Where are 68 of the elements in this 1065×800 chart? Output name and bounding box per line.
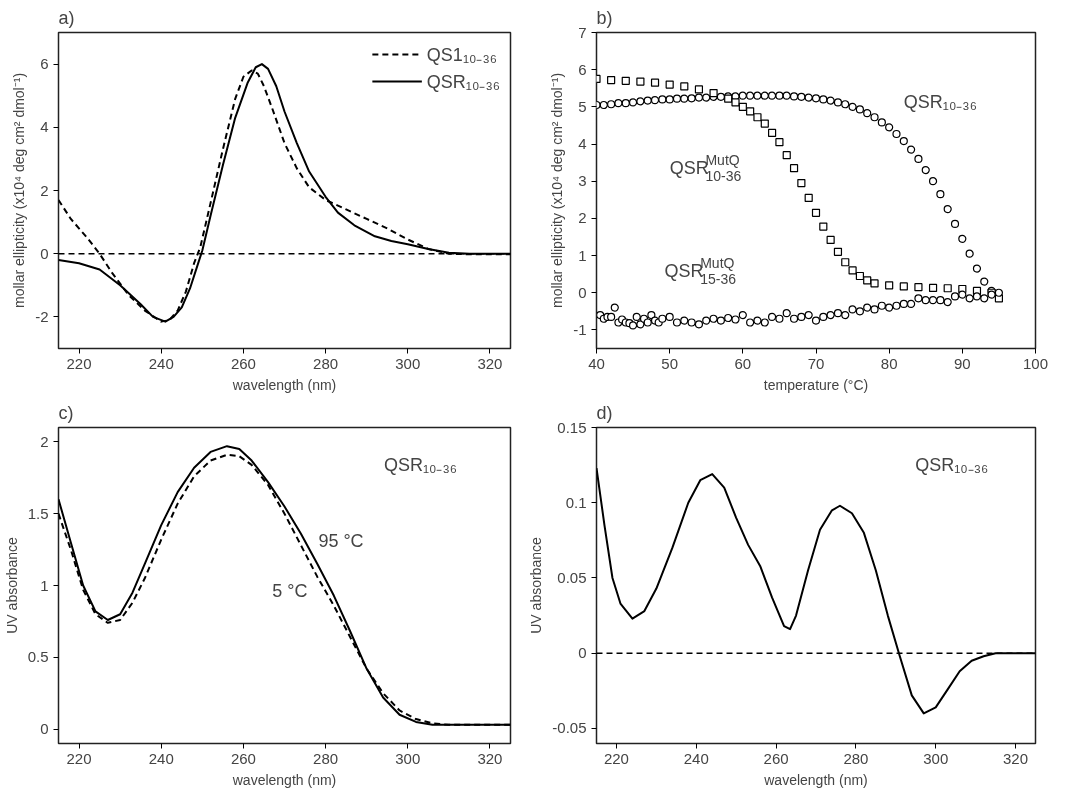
y-axis-title: UV absorbance	[528, 537, 545, 634]
y-tick-label: 2	[578, 209, 587, 227]
chart-title: a)	[58, 7, 75, 28]
x-tick-label: 260	[230, 354, 256, 372]
x-tick-label: 90	[953, 354, 971, 372]
x-tick-label: 300	[395, 749, 421, 767]
x-tick-label: 240	[683, 749, 709, 767]
y-tick-label: -0.05	[552, 719, 587, 737]
y-tick-label: 0	[578, 283, 587, 301]
chart-title: c)	[58, 402, 74, 423]
x-tick-label: 300	[395, 354, 421, 372]
x-tick-label: 280	[843, 749, 869, 767]
x-tick-label: 70	[807, 354, 825, 372]
annotation: QSR₁₀₋₃₆	[383, 455, 458, 476]
y-axis-title: mollar ellipticity (x10⁴ deg cm² dmol⁻¹)	[11, 72, 28, 309]
chart-title: d)	[596, 402, 613, 423]
y-tick-label: 0	[40, 720, 49, 738]
y-tick-label: 4	[40, 118, 49, 136]
y-tick-label: -2	[35, 307, 49, 325]
y-axis-title: mollar ellipticity (x10⁴ deg cm² dmol⁻¹)	[549, 72, 566, 309]
x-tick-label: 320	[477, 354, 503, 372]
x-tick-label: 280	[313, 749, 339, 767]
x-tick-label: 300	[923, 749, 949, 767]
x-tick-label: 320	[477, 749, 503, 767]
y-tick-label: 6	[578, 60, 587, 78]
y-tick-label: 0.1	[565, 493, 587, 511]
y-tick-label: 4	[578, 135, 587, 153]
x-axis-title: wavelength (nm)	[231, 771, 337, 788]
x-tick-label: 260	[230, 749, 256, 767]
y-tick-label: 6	[40, 55, 49, 73]
annotation: QSR₁₀₋₃₆	[915, 455, 989, 476]
y-tick-label: 0.5	[27, 648, 49, 666]
y-tick-label: 7	[578, 23, 587, 41]
y-tick-label: 0	[40, 244, 49, 262]
y-tick-label: 3	[578, 172, 587, 190]
annotation: QSR₁₀₋₃₆	[903, 92, 977, 113]
x-tick-label: 260	[763, 749, 789, 767]
x-tick-label: 240	[148, 354, 174, 372]
x-tick-label: 220	[603, 749, 629, 767]
x-tick-label: 220	[66, 354, 92, 372]
y-tick-label: 1	[40, 576, 49, 594]
y-tick-label: 0	[578, 644, 587, 662]
y-tick-label: 0.15	[557, 418, 587, 436]
y-tick-label: 5	[578, 97, 587, 115]
x-tick-label: 240	[148, 749, 174, 767]
y-tick-label: 2	[40, 181, 49, 199]
y-tick-label: -1	[573, 320, 587, 338]
x-tick-label: 40	[588, 354, 605, 372]
annotation: 5 °C	[272, 581, 308, 602]
x-axis-title: wavelength (nm)	[231, 376, 337, 393]
x-axis-title: wavelength (nm)	[763, 771, 868, 788]
x-tick-label: 320	[1003, 749, 1029, 767]
x-tick-label: 100	[1022, 354, 1049, 372]
y-tick-label: 1.5	[27, 504, 49, 522]
legend-label: QSR₁₀₋₃₆	[426, 71, 500, 93]
x-tick-label: 80	[880, 354, 898, 372]
annotation: 95 °C	[318, 531, 364, 552]
x-tick-label: 280	[313, 354, 339, 372]
x-tick-label: 60	[734, 354, 752, 372]
x-tick-label: 220	[66, 749, 92, 767]
chart-title: b)	[596, 7, 613, 28]
y-tick-label: 2	[40, 432, 49, 450]
legend-label: QS1₁₀₋₃₆	[426, 44, 498, 66]
y-tick-label: 0.05	[557, 568, 587, 586]
y-tick-label: 1	[578, 246, 587, 264]
y-axis-title: UV absorbance	[3, 537, 20, 634]
x-axis-title: temperature (°C)	[763, 376, 869, 393]
x-tick-label: 50	[661, 354, 679, 372]
